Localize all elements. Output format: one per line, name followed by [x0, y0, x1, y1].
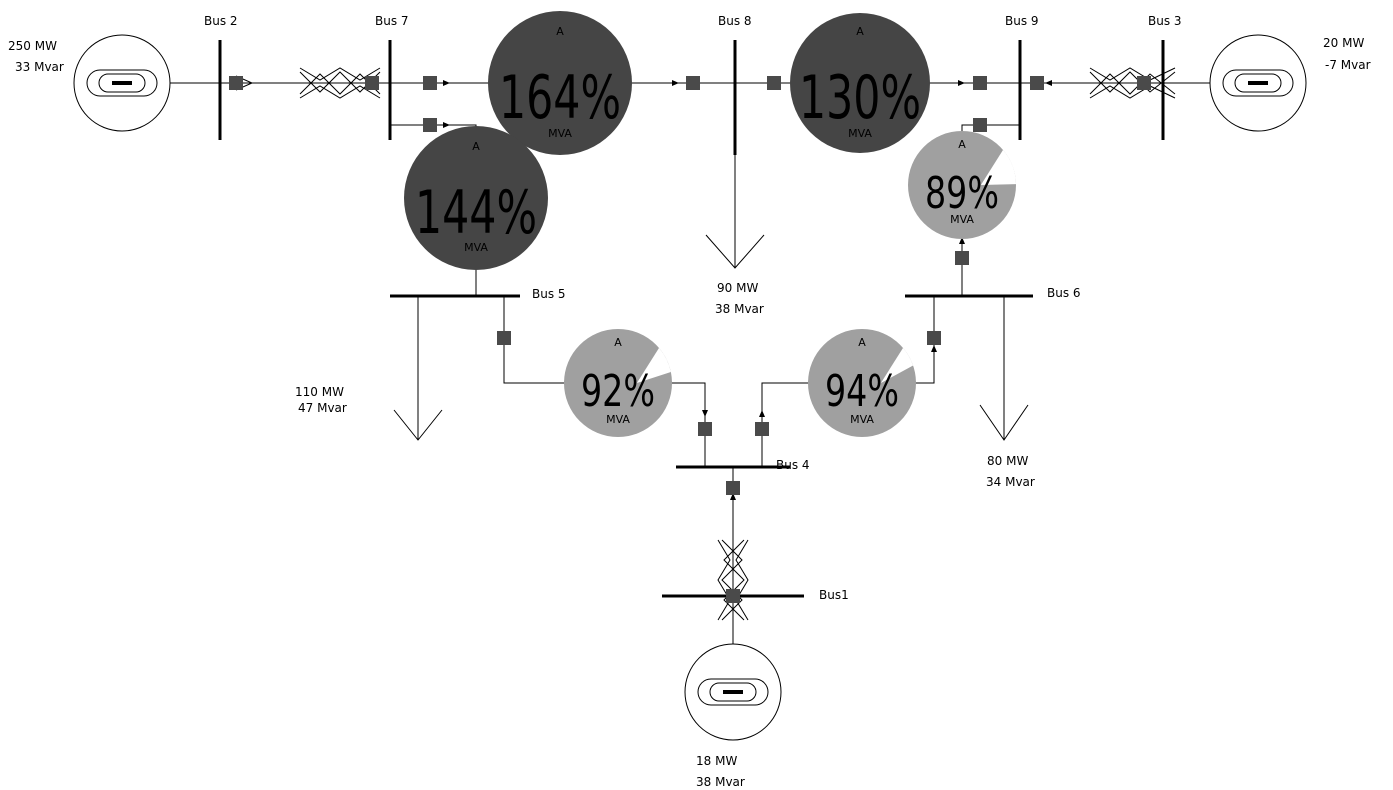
breaker[interactable]	[973, 76, 987, 90]
load6-mw: 80 MW	[987, 454, 1028, 468]
pie-percent: 94%	[825, 366, 899, 417]
load5-arrow-icon	[393, 409, 443, 441]
generator-gen2[interactable]	[73, 34, 171, 132]
breaker[interactable]	[423, 118, 437, 132]
breaker[interactable]	[686, 76, 700, 90]
load6-mvar: 34 Mvar	[986, 475, 1035, 489]
breaker[interactable]	[767, 76, 781, 90]
pie-percent: 89%	[925, 168, 999, 219]
pie-percent: 130%	[799, 63, 921, 133]
pie-top-label: A	[614, 336, 622, 349]
pie-top-label: A	[856, 25, 864, 38]
breaker[interactable]	[927, 331, 941, 345]
generator-gen1[interactable]	[684, 643, 782, 741]
pie-line54[interactable]: A 92% MVA	[564, 329, 672, 437]
transformer-bus4-bus1[interactable]	[717, 539, 749, 621]
gen3-mw: 20 MW	[1323, 36, 1364, 50]
load8-mvar: 38 Mvar	[715, 302, 764, 316]
pie-top-label: A	[958, 138, 966, 151]
bus3-label: Bus 3	[1148, 14, 1182, 28]
pie-line78[interactable]: A 164% MVA	[488, 11, 632, 155]
breaker[interactable]	[955, 251, 969, 265]
gen2-mvar: 33 Mvar	[15, 60, 64, 74]
gen3-mvar: -7 Mvar	[1325, 58, 1371, 72]
pie-unit: MVA	[464, 241, 488, 254]
bus4-label: Bus 4	[776, 458, 810, 472]
breaker[interactable]	[423, 76, 437, 90]
pie-line75[interactable]: A 144% MVA	[404, 126, 548, 270]
flow-arrows	[443, 80, 1052, 500]
load6-arrow-icon	[979, 404, 1029, 441]
breaker[interactable]	[755, 422, 769, 436]
pie-percent: 144%	[415, 178, 537, 248]
pie-top-label: A	[472, 140, 480, 153]
load5-mvar: 47 Mvar	[298, 401, 347, 415]
breaker[interactable]	[1030, 76, 1044, 90]
breaker[interactable]	[1137, 76, 1151, 90]
breaker[interactable]	[365, 76, 379, 90]
bus1-label: Bus1	[819, 588, 849, 602]
load8-mw: 90 MW	[717, 281, 758, 295]
pie-top-label: A	[858, 336, 866, 349]
breaker[interactable]	[698, 422, 712, 436]
pie-unit: MVA	[606, 413, 630, 426]
breaker[interactable]	[726, 589, 740, 603]
pie-top-label: A	[556, 25, 564, 38]
pie-line96[interactable]: A 89% MVA	[908, 131, 1016, 239]
pie-unit: MVA	[850, 413, 874, 426]
bus2-label: Bus 2	[204, 14, 238, 28]
load8-arrow-icon	[705, 234, 765, 269]
bus6-label: Bus 6	[1047, 286, 1081, 300]
pie-percent: 164%	[499, 63, 621, 133]
pie-line89[interactable]: A 130% MVA	[790, 13, 930, 153]
gen2-mw: 250 MW	[8, 39, 57, 53]
pie-line64[interactable]: A 94% MVA	[808, 329, 916, 437]
generator-gen3[interactable]	[1209, 34, 1307, 132]
breaker[interactable]	[229, 76, 243, 90]
transformer-bus9-bus3[interactable]	[1089, 67, 1176, 99]
gen1-mvar: 38 Mvar	[696, 775, 745, 789]
breaker[interactable]	[973, 118, 987, 132]
pie-unit: MVA	[950, 213, 974, 226]
breaker[interactable]	[726, 481, 740, 495]
pie-unit: MVA	[848, 127, 872, 140]
load5-mw: 110 MW	[295, 385, 344, 399]
bus7-label: Bus 7	[375, 14, 409, 28]
breakers	[229, 76, 1151, 603]
pie-unit: MVA	[548, 127, 572, 140]
bus9-label: Bus 9	[1005, 14, 1039, 28]
pie-percent: 92%	[581, 366, 655, 417]
gen1-mw: 18 MW	[696, 754, 737, 768]
breaker[interactable]	[497, 331, 511, 345]
bus5-label: Bus 5	[532, 287, 566, 301]
bus8-label: Bus 8	[718, 14, 752, 28]
